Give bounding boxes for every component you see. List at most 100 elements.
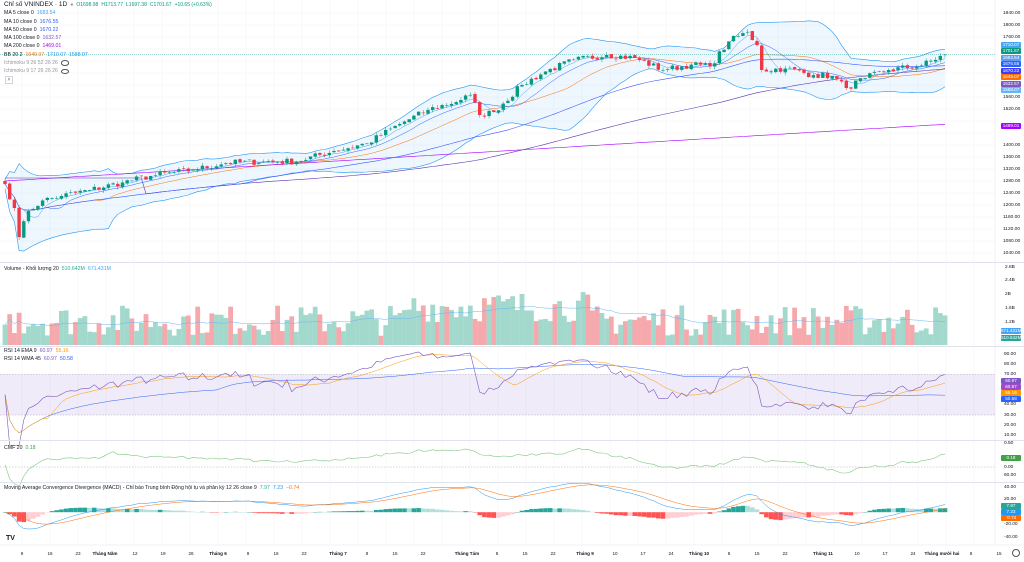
macd-histogram-bar [604, 512, 609, 514]
candle-body [896, 67, 900, 71]
macd-histogram-bar [468, 511, 473, 513]
volume-bar [228, 306, 233, 345]
volume-bar [773, 333, 779, 345]
macd-histogram-bar [458, 511, 464, 513]
volume-bar [754, 316, 760, 345]
macd-histogram-bar [557, 508, 562, 513]
settings-icon[interactable] [1012, 549, 1020, 557]
cmf-label[interactable]: CMF 20 [4, 445, 23, 451]
indicator-legend-row[interactable]: MA 50 close 0 1670.22 [4, 26, 212, 34]
macd-histogram-bar [364, 510, 370, 513]
volume-bar [707, 314, 713, 345]
volume-bar [134, 330, 139, 345]
macd-histogram-bar [599, 512, 605, 514]
candle-body [266, 161, 270, 163]
candle-body [811, 75, 816, 78]
time-axis-label: Tháng Tám [454, 551, 480, 556]
volume-bar [453, 317, 459, 345]
indicator-legend-row[interactable]: Ichimoku 9 17 26 26 26 [4, 67, 212, 75]
volume-bar [167, 329, 172, 345]
rsi-label[interactable]: RSI 14 WMA 45 [4, 356, 41, 363]
macd-histogram-bar [717, 511, 722, 513]
volume-bar [820, 327, 826, 345]
rsi-axis-label: 90.00 [1004, 351, 1017, 357]
macd-histogram-bar [609, 512, 614, 515]
volume-bar [54, 322, 60, 345]
visibility-eye-icon[interactable] [60, 60, 69, 66]
indicator-legend-row[interactable]: MA 5 close 0 1683.54 [4, 9, 212, 17]
macd-histogram-bar [157, 509, 163, 513]
pane-divider[interactable] [0, 440, 1024, 441]
candle-body [3, 181, 7, 184]
macd-histogram-bar [815, 512, 821, 517]
candle-body [764, 69, 769, 72]
bollinger-upper-line [4, 20, 946, 180]
volume-bar [580, 292, 586, 345]
volume-bar [905, 309, 910, 345]
candle-body [31, 208, 35, 211]
candle-body [22, 221, 26, 238]
indicator-legend-row[interactable]: MA 10 close 0 1676.55 [4, 18, 212, 26]
candle-body [402, 121, 407, 124]
macd-histogram-bar [721, 510, 727, 513]
volume-bar [322, 331, 327, 345]
candle-body [713, 63, 717, 67]
macd-histogram-bar [670, 512, 675, 518]
volume-bar [801, 317, 807, 345]
tradingview-logo[interactable]: TV [6, 535, 15, 542]
volume-value: 510.642M [61, 266, 85, 272]
candle-body [459, 100, 463, 103]
volume-bar [900, 316, 906, 345]
volume-bar [848, 310, 854, 345]
time-axis-label: 26 [188, 551, 194, 556]
volume-bar [726, 334, 732, 345]
macd-histogram-bar [435, 509, 440, 513]
volume-bar [505, 299, 511, 345]
pane-divider[interactable] [0, 482, 1024, 483]
time-axis-label: 17 [640, 551, 646, 556]
macd-histogram-bar [129, 509, 135, 513]
indicator-legend-row[interactable]: Ichimoku 9 26 52 26 26 [4, 59, 212, 67]
volume-bar [425, 321, 431, 345]
symbol-title[interactable]: Chỉ số VNINDEX · 1D [4, 1, 68, 8]
rsi-tag: 55.16 [1001, 389, 1021, 396]
candle-body [186, 168, 190, 172]
candle-body [858, 78, 863, 82]
pane-divider[interactable] [0, 346, 1024, 347]
volume-bar [406, 309, 412, 345]
pane-divider[interactable] [0, 262, 1024, 263]
macd-histogram-bar [87, 507, 92, 513]
volume-bar [693, 329, 699, 345]
volume-bar [561, 315, 567, 345]
volume-bar [124, 308, 130, 345]
indicator-legend-row[interactable]: MA 100 close 0 1632.57 [4, 34, 212, 42]
volume-bar [585, 294, 591, 345]
macd-label[interactable]: Moving Average Convergence Divergence (M… [4, 485, 257, 491]
price-axis-label: 1760.00 [1003, 34, 1021, 40]
visibility-eye-icon[interactable] [60, 68, 69, 75]
candle-body [915, 66, 919, 69]
indicator-legend-row[interactable]: MA 200 close 0 1469.01 [4, 42, 212, 50]
macd-histogram-bar [303, 512, 309, 514]
candle-body [238, 159, 242, 163]
candle-body [816, 74, 820, 78]
volume-bar [886, 317, 891, 345]
rsi-label[interactable]: RSI 14 EMA 9 [4, 348, 37, 354]
macd-histogram-bar [928, 508, 934, 513]
volume-bar [444, 306, 450, 345]
price-tag: 1670.22 [1001, 67, 1021, 74]
candle-body [421, 112, 425, 114]
volume-bar [110, 315, 116, 345]
time-axis-label: Tháng 7 [329, 551, 347, 556]
macd-histogram-bar [895, 508, 901, 513]
volume-label[interactable]: Volume - Khối lượng 20 [4, 266, 59, 272]
collapse-legend-button[interactable]: ˄ [5, 76, 13, 84]
ma50-line [4, 58, 946, 211]
candle-body [299, 161, 303, 162]
candle-body [78, 190, 82, 193]
indicator-legend-row[interactable]: BB 20 2 1649.07 1710.07 1588.07 [4, 51, 212, 59]
volume-bar [416, 310, 421, 345]
volume-bar [2, 324, 8, 345]
volume-bar [500, 301, 506, 345]
